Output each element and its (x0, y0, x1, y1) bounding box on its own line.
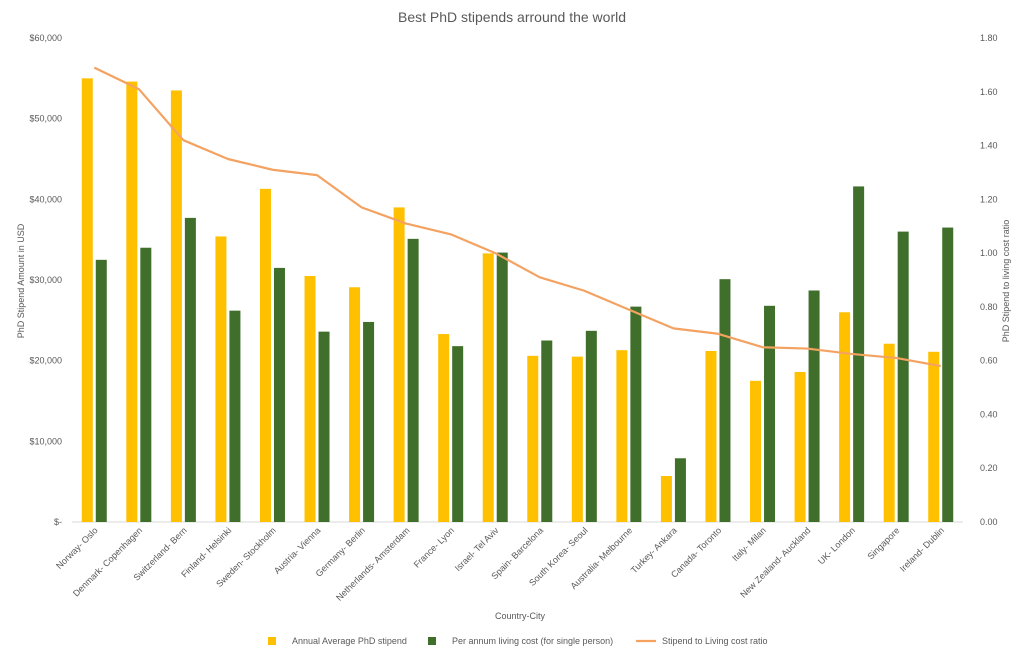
y2-tick-label: 1.40 (980, 141, 998, 151)
legend-living-cost-swatch (428, 637, 436, 645)
living-cost-bar-7 (407, 238, 419, 523)
y-axis-ticks: $- $10,000 $20,000 $30,000 $40,000 $50,000 $60… (29, 33, 62, 527)
y2-tick-label: 0.20 (980, 463, 998, 473)
living-cost-bar-8 (452, 346, 464, 522)
ratio-line (93, 66, 941, 368)
stipend-bar-5 (304, 275, 316, 522)
bars-group (81, 78, 954, 523)
stipend-bar-1 (126, 81, 138, 522)
stipend-bar-0 (81, 78, 93, 522)
stipend-bar-7 (393, 207, 405, 522)
chart-title: Best PhD stipends arround the world (398, 9, 626, 25)
y-tick-label: $30,000 (29, 275, 62, 285)
living-cost-bar-11 (585, 330, 597, 522)
stipend-bar-15 (750, 380, 762, 522)
y2-tick-label: 0.60 (980, 356, 998, 366)
x-axis-title: Country-City (495, 611, 546, 621)
stipend-bar-10 (527, 355, 539, 522)
stipend-bar-19 (928, 351, 940, 522)
y2-axis-title: PhD Stipend to living cost ratio (1001, 220, 1011, 343)
x-tick-label: UK- London (816, 525, 857, 566)
legend-stipend-swatch (268, 637, 276, 645)
x-tick-label: Austria- Vienna (272, 525, 322, 575)
living-cost-bar-10 (541, 340, 553, 522)
legend-ratio-label: Stipend to Living cost ratio (662, 636, 768, 646)
x-tick-label: Turkey- Ankara (629, 525, 679, 575)
living-cost-bar-12 (630, 306, 642, 522)
x-tick-label: Israel- Tel Aviv (453, 525, 501, 573)
x-tick-label: Singapore (865, 525, 901, 561)
stipend-bar-8 (438, 334, 450, 522)
x-tick-label: Ireland- Dublin (898, 525, 946, 573)
stipend-bar-14 (705, 350, 717, 522)
y2-tick-label: 0.40 (980, 409, 998, 419)
y-tick-label: $50,000 (29, 114, 62, 124)
stipend-bar-18 (883, 343, 895, 522)
y-tick-label: $20,000 (29, 356, 62, 366)
y2-tick-label: 1.60 (980, 87, 998, 97)
living-cost-bar-14 (719, 279, 731, 522)
living-cost-bar-19 (942, 227, 954, 523)
y2-tick-label: 1.80 (980, 33, 998, 43)
ratio-line-group (93, 66, 941, 368)
legend: Annual Average PhD stipend Per annum livi… (268, 636, 768, 646)
x-tick-label: Italy- Milan (730, 525, 768, 563)
living-cost-bar-9 (496, 252, 508, 522)
y-tick-label: $40,000 (29, 194, 62, 204)
living-cost-bar-1 (140, 247, 152, 522)
x-tick-label: France- Lyon (412, 525, 456, 569)
stipend-bar-9 (482, 253, 494, 522)
legend-stipend-label: Annual Average PhD stipend (292, 636, 407, 646)
stipend-bar-16 (794, 371, 806, 522)
stipend-bar-3 (215, 236, 227, 522)
y2-tick-label: 1.20 (980, 194, 998, 204)
y-tick-label: $60,000 (29, 33, 62, 43)
y2-axis-ticks: 0.00 0.20 0.40 0.60 0.80 1.00 1.20 1.40 1.60 1.80 (980, 33, 998, 527)
stipend-bar-6 (349, 287, 361, 522)
living-cost-bar-0 (95, 259, 107, 522)
living-cost-bar-18 (897, 231, 909, 522)
living-cost-bar-5 (318, 331, 330, 522)
y2-tick-label: 1.00 (980, 248, 998, 258)
living-cost-bar-4 (273, 267, 285, 522)
legend-living-cost-label: Per annum living cost (for single person… (452, 636, 613, 646)
x-tick-label: Netherlands- Amsterdam (334, 525, 411, 602)
stipend-bar-11 (571, 356, 583, 522)
y-axis-title: PhD Stipend Amount in USD (16, 223, 26, 338)
stipend-bar-12 (616, 350, 628, 522)
stipend-bar-4 (259, 188, 271, 522)
living-cost-bar-15 (764, 305, 776, 522)
living-cost-bar-6 (363, 321, 375, 522)
stipend-bar-13 (660, 476, 672, 522)
y-tick-label: $- (54, 517, 62, 527)
stipend-bar-2 (170, 90, 182, 522)
living-cost-bar-16 (808, 290, 820, 522)
stipend-bar-17 (839, 312, 851, 522)
living-cost-bar-3 (229, 310, 241, 522)
y-tick-label: $10,000 (29, 436, 62, 446)
y2-tick-label: 0.80 (980, 302, 998, 312)
y2-tick-label: 0.00 (980, 517, 998, 527)
living-cost-bar-13 (674, 458, 686, 522)
x-tick-label: Norway- Oslo (54, 525, 100, 571)
living-cost-bar-2 (184, 217, 196, 523)
